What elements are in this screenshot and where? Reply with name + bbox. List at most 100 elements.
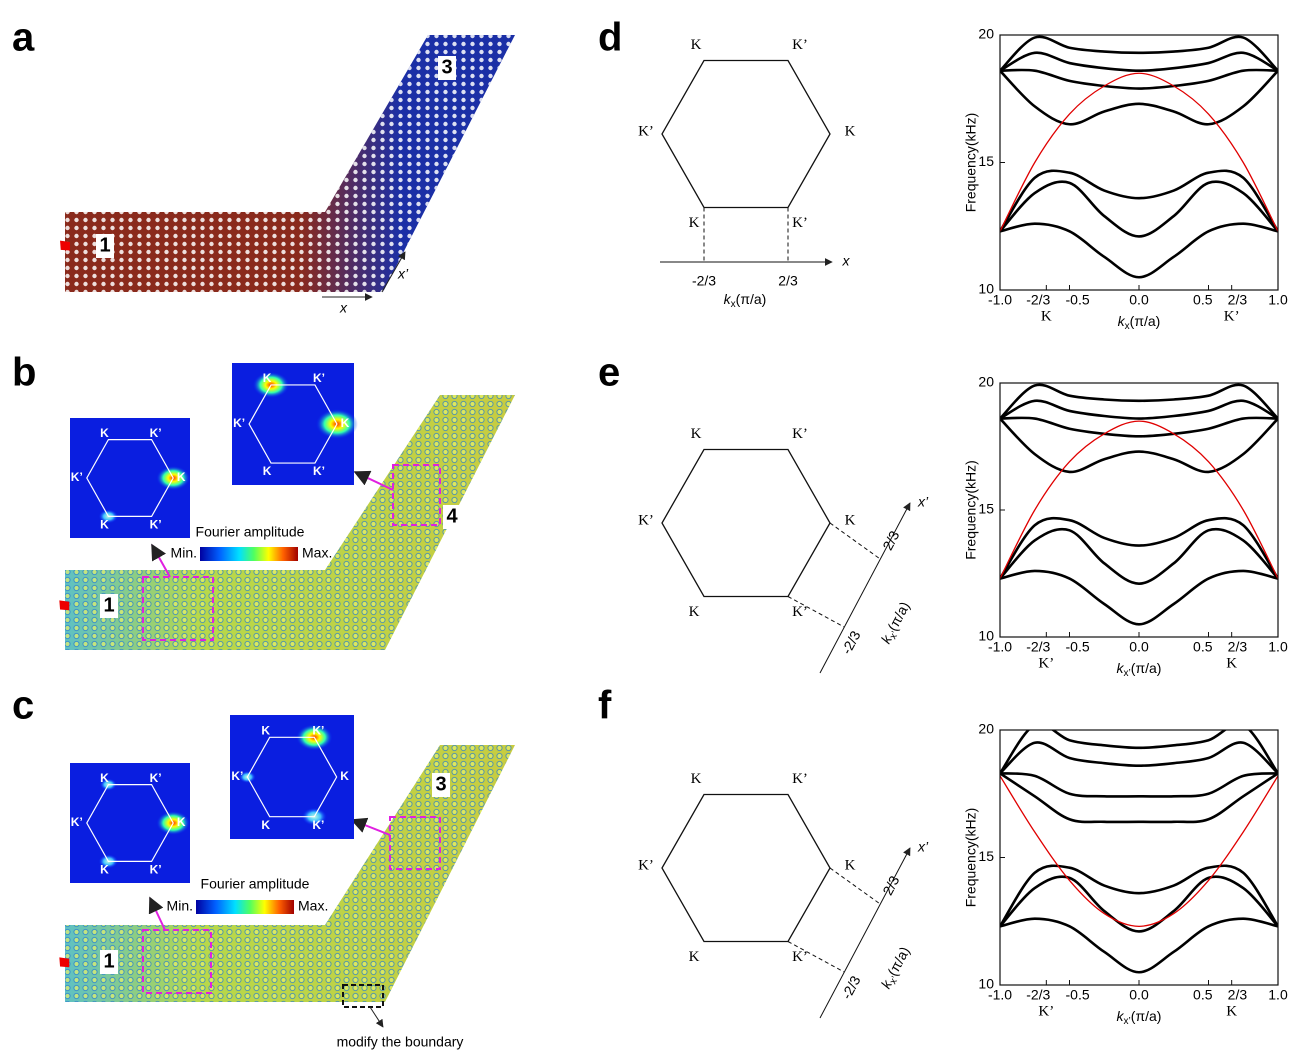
- axis-tick-label: 2/3: [879, 873, 902, 898]
- axis-label: x’: [397, 266, 409, 282]
- y-tick-label: 20: [978, 721, 994, 737]
- x-tick-label: 0.5: [1193, 292, 1213, 308]
- valley-label: K: [691, 426, 702, 442]
- valley-label: K’: [312, 818, 324, 832]
- valley-label: K: [261, 818, 270, 832]
- colorbar: [200, 547, 298, 561]
- valley-label: K’: [638, 512, 654, 528]
- x-tick-label: -2/3: [1026, 987, 1050, 1003]
- valley-label: K: [100, 771, 109, 785]
- region-label: 3: [441, 56, 452, 78]
- valley-label: K: [691, 37, 702, 53]
- valley-label: K’: [792, 426, 808, 442]
- band-line: [1000, 571, 1278, 624]
- valley-label: K: [689, 604, 700, 620]
- valley-label: K’: [231, 769, 243, 783]
- region-label: 1: [99, 234, 110, 256]
- band-line: [1000, 401, 1278, 419]
- x-axis-label: kx(π/a): [1118, 313, 1161, 332]
- valley-label: K: [340, 769, 349, 783]
- valley-label: K’: [1038, 1003, 1054, 1019]
- figure: a 1 3 x x’ b 1 4 Fourier amplitude Min. …: [0, 0, 1300, 1056]
- x-tick-label: 0.0: [1129, 987, 1149, 1003]
- colorbar-max: Max.: [302, 545, 332, 561]
- x-tick-label: 1.0: [1268, 987, 1288, 1003]
- brillouin-zone: [662, 450, 830, 597]
- x-axis-label-part: (π/a): [1130, 313, 1161, 329]
- valley-label: K’: [792, 37, 808, 53]
- valley-label: K’: [313, 464, 325, 478]
- annotation: modify the boundary: [337, 1034, 464, 1050]
- valley-label: K’: [233, 416, 245, 430]
- valley-label: K’: [71, 470, 83, 484]
- axis-label: x’: [917, 494, 929, 510]
- y-axis-label: Frequency(kHz): [963, 460, 979, 560]
- valley-label: K: [1226, 1003, 1237, 1019]
- band-line: [1000, 53, 1278, 71]
- band-line: [1000, 224, 1278, 278]
- x-axis-label-part: x’: [1124, 1016, 1131, 1027]
- valley-label: K: [177, 815, 186, 829]
- plot-frame: [1000, 730, 1278, 985]
- x-axis-label-part: (π/a): [1131, 1008, 1162, 1024]
- region-label: 4: [446, 505, 458, 527]
- panel-label: f: [598, 684, 612, 728]
- axis-tick-label: -2/3: [692, 273, 716, 289]
- panel-label: b: [12, 351, 36, 395]
- valley-label: K’: [1038, 655, 1054, 671]
- band-line: [1000, 776, 1278, 926]
- valley-label: K: [177, 470, 186, 484]
- band-line: [1000, 421, 1278, 578]
- band-line: [1000, 73, 1278, 231]
- panel-label: e: [598, 351, 620, 395]
- axis-arrow: [820, 503, 910, 673]
- valley-label: K: [1226, 655, 1237, 671]
- valley-label: K: [691, 771, 702, 787]
- valley-label: K’: [150, 518, 162, 532]
- x-axis-label: kx’(π/a): [1117, 660, 1162, 679]
- valley-label: K: [263, 371, 272, 385]
- axis-label: x: [339, 300, 348, 316]
- colorbar-title: Fourier amplitude: [196, 524, 305, 540]
- x-tick-label: 1.0: [1268, 639, 1288, 655]
- y-tick-label: 15: [978, 848, 994, 864]
- panel-label: d: [598, 16, 622, 60]
- colorbar-min: Min.: [171, 545, 197, 561]
- x-tick-label: 1.0: [1268, 292, 1288, 308]
- x-tick-label: 0.0: [1129, 639, 1149, 655]
- y-tick-label: 20: [978, 374, 994, 390]
- k-axis-label-part: (π/a): [736, 291, 767, 307]
- colorbar: [196, 900, 294, 914]
- valley-label: K: [689, 949, 700, 965]
- valley-label: K’: [638, 857, 654, 873]
- band-line: [1000, 866, 1278, 927]
- region-label: 1: [103, 950, 114, 972]
- region-label: 1: [103, 594, 114, 616]
- valley-label: K’: [638, 123, 654, 139]
- pointer-arrow: [352, 820, 390, 835]
- band-line: [1000, 518, 1278, 578]
- band-line: [1000, 529, 1278, 584]
- colorbar-title: Fourier amplitude: [201, 876, 310, 892]
- x-tick-label: 0.0: [1129, 292, 1149, 308]
- valley-label: K’: [150, 426, 162, 440]
- band-line: [1000, 182, 1278, 237]
- y-axis-label: Frequency(kHz): [963, 113, 979, 213]
- k-axis-label: kx’(π/a): [877, 599, 915, 648]
- x-axis-label-part: x’: [1124, 668, 1131, 679]
- valley-label: K: [845, 123, 856, 139]
- panel-label: a: [12, 16, 35, 60]
- valley-label: K: [263, 464, 272, 478]
- band-line: [1000, 71, 1278, 125]
- y-tick-label: 15: [978, 153, 994, 169]
- valley-label: K’: [792, 215, 808, 231]
- valley-label: K: [261, 723, 270, 737]
- region-label: 3: [435, 773, 446, 795]
- valley-label: K’: [1224, 308, 1240, 324]
- brillouin-zone: [662, 61, 830, 208]
- valley-label: K’: [792, 949, 808, 965]
- band-line: [1000, 877, 1278, 932]
- x-tick-label: -2/3: [1026, 292, 1050, 308]
- band-line: [1000, 773, 1278, 822]
- axis-label: x: [842, 253, 851, 269]
